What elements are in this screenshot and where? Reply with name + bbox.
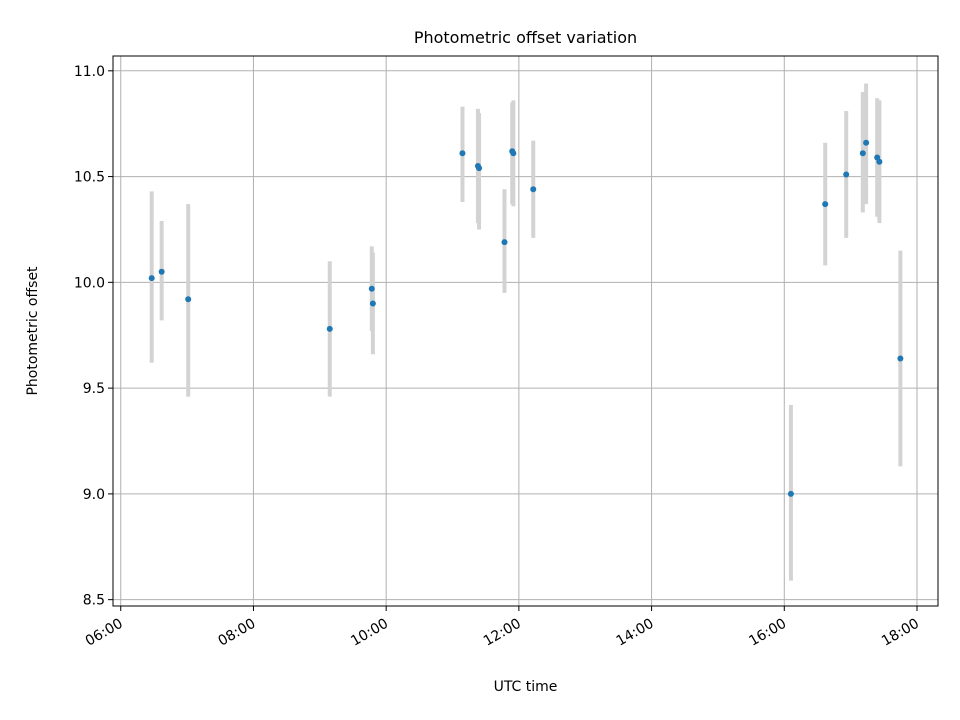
data-point [158,268,165,275]
y-axis-label: Photometric offset [25,266,41,396]
data-point [459,150,466,157]
data-point [843,171,850,178]
data-point [530,186,537,193]
y-tick-label: 10.0 [74,275,105,291]
y-tick-label: 9.0 [83,487,105,503]
data-point [510,150,517,157]
data-point [876,158,883,165]
y-tick-label: 9.5 [83,381,105,397]
data-point [476,165,483,172]
data-point [148,275,155,282]
data-point [368,285,375,292]
data-point [897,355,904,362]
chart-title: Photometric offset variation [414,28,637,47]
data-point [501,239,508,246]
x-axis-label: UTC time [494,679,558,695]
data-point [863,139,870,146]
data-point [369,300,376,307]
data-points [148,139,904,497]
data-point [859,150,866,157]
y-tick-label: 8.5 [83,593,105,609]
y-tick-label: 10.5 [74,170,105,186]
data-point [822,201,829,208]
data-point [326,325,333,332]
data-point [185,296,192,303]
data-point [787,490,794,497]
plot-frame [112,55,939,607]
y-tick-label: 11.0 [74,64,105,80]
grid [113,56,938,606]
